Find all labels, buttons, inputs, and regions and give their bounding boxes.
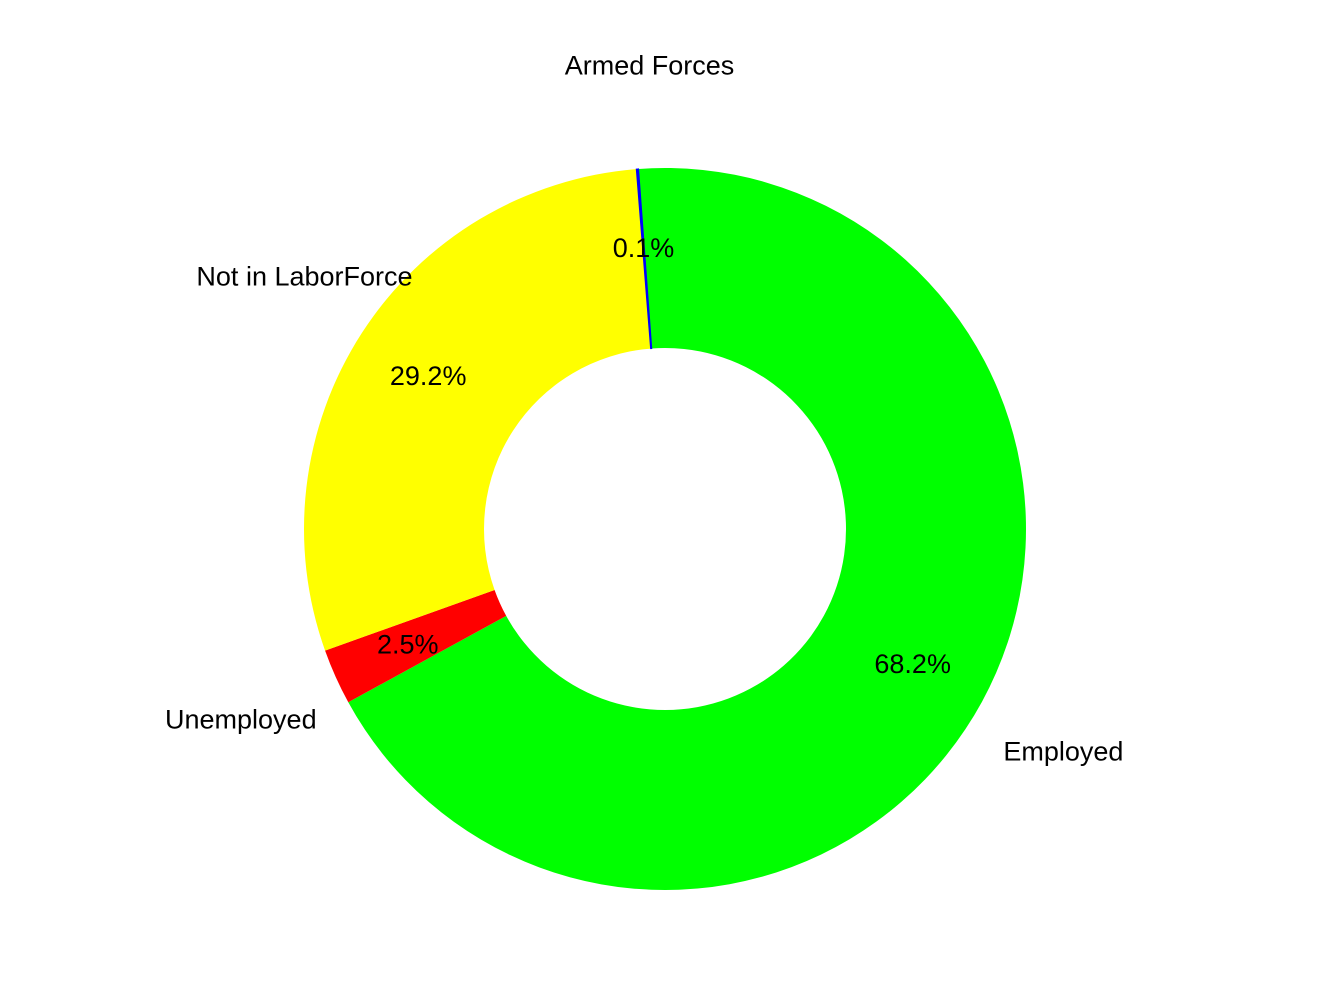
slice-armed-forces (635, 168, 653, 350)
slice-not-in-laborforce (303, 169, 651, 651)
percent-labels-group: 68.2% 2.5% 29.2% 0.1% (377, 233, 951, 679)
percent-label-not-in-laborforce: 29.2% (390, 361, 467, 391)
slice-name-label-not-in-laborforce: Not in LaborForce (196, 262, 412, 292)
slice-name-labels-group: Employed Unemployed Not in LaborForce Armed… (165, 50, 1123, 766)
percent-label-employed: 68.2% (874, 649, 951, 679)
slice-name-label-unemployed: Unemployed (165, 704, 317, 734)
slice-unemployed (325, 589, 507, 703)
slice-name-label-employed: Employed (1003, 736, 1123, 766)
slices-group (303, 168, 1026, 890)
slice-employed (348, 168, 1026, 890)
slice-name-label-armed-forces: Armed Forces (565, 50, 735, 80)
percent-label-unemployed: 2.5% (377, 630, 439, 660)
percent-label-armed-forces: 0.1% (613, 233, 675, 263)
